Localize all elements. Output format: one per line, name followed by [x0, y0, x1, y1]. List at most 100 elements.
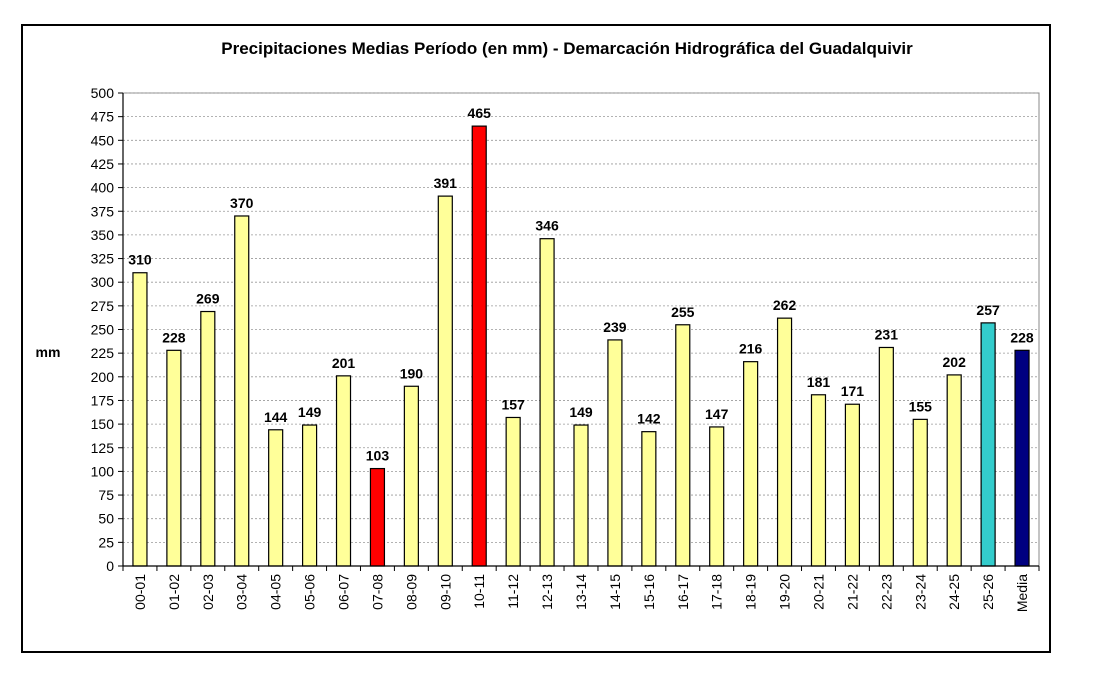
x-tick-label: 09-10	[437, 574, 453, 610]
bar-22-23	[878, 346, 894, 567]
bar-10-11	[471, 125, 487, 567]
bar-18-19	[743, 361, 759, 567]
x-tick-label: 21-22	[844, 574, 860, 610]
y-tick-label: 350	[91, 227, 115, 243]
bar-13-14	[573, 424, 589, 567]
data-label: 142	[637, 411, 661, 427]
y-tick-label: 275	[91, 298, 115, 314]
bar-21-22	[844, 403, 861, 567]
y-tick-label: 125	[91, 440, 115, 456]
bar-09-10	[437, 195, 453, 567]
bar-03-04	[234, 215, 250, 567]
y-tick-label: 25	[98, 534, 114, 550]
y-axis-label: mm	[36, 344, 61, 360]
data-label: 231	[875, 326, 899, 342]
x-tick-label: 08-09	[403, 574, 419, 610]
bar-25-26	[980, 322, 996, 567]
data-label: 228	[1010, 329, 1034, 345]
x-tick-label: 20-21	[810, 574, 826, 610]
x-tick-label: 02-03	[200, 574, 216, 610]
y-tick-label: 300	[91, 274, 115, 290]
x-tick-label: 22-23	[878, 574, 894, 610]
data-label: 181	[807, 374, 831, 390]
x-tick-label: 15-16	[641, 574, 657, 610]
data-label: 255	[671, 304, 695, 320]
x-tick-label: 01-02	[166, 574, 182, 610]
x-tick-label: 18-19	[743, 574, 759, 610]
y-tick-label: 450	[91, 132, 115, 148]
x-tick-label: 24-25	[946, 574, 962, 610]
y-tick-label: 0	[106, 558, 114, 574]
y-tick-label: 175	[91, 392, 115, 408]
y-tick-label: 100	[91, 463, 115, 479]
x-tick-label: 05-06	[302, 574, 318, 610]
data-label: 190	[400, 365, 424, 381]
data-label: 155	[909, 398, 933, 414]
bar-19-20	[776, 317, 793, 567]
y-tick-label: 200	[91, 369, 115, 385]
bar-11-12	[505, 416, 521, 567]
y-tick-label: 375	[91, 203, 115, 219]
chart-title: Precipitaciones Medias Período (en mm) -…	[221, 39, 913, 58]
x-tick-label: 00-01	[132, 574, 148, 610]
bar-07-08	[369, 467, 386, 567]
bar-24-25	[946, 374, 962, 567]
x-tick-label: 12-13	[539, 574, 555, 610]
data-label: 171	[841, 383, 865, 399]
y-tick-label: 250	[91, 322, 115, 338]
y-tick-label: 400	[91, 180, 115, 196]
x-tick-label: 06-07	[336, 574, 352, 610]
bar-02-03	[200, 310, 216, 567]
x-tick-label: 13-14	[573, 574, 589, 610]
y-tick-label: 75	[98, 487, 114, 503]
data-label: 216	[739, 341, 763, 357]
data-label: 346	[535, 218, 559, 234]
bar-17-18	[709, 426, 725, 567]
data-label: 269	[196, 291, 220, 307]
bar-20-21	[810, 394, 827, 567]
x-tick-label: 07-08	[369, 574, 385, 610]
data-label: 202	[943, 354, 967, 370]
data-label: 310	[128, 252, 152, 268]
data-label: 465	[468, 105, 492, 121]
y-tick-label: 475	[91, 109, 115, 125]
bar-14-15	[607, 339, 623, 567]
bar-Media	[1014, 349, 1030, 567]
bar-00-01	[132, 272, 148, 567]
x-tick-label: 19-20	[777, 574, 793, 610]
y-tick-label: 325	[91, 251, 115, 267]
y-tick-label: 225	[91, 345, 115, 361]
data-label: 262	[773, 297, 797, 313]
x-tick-label: 11-12	[505, 574, 521, 609]
x-tick-label: 16-17	[675, 574, 691, 610]
data-label: 149	[298, 404, 322, 420]
x-tick-label: 17-18	[709, 574, 725, 610]
bar-12-13	[539, 238, 555, 567]
data-label: 149	[569, 404, 593, 420]
bar-05-06	[301, 424, 318, 567]
x-tick-label: 03-04	[234, 574, 250, 610]
data-label: 228	[162, 329, 186, 345]
x-tick-label: 25-26	[980, 574, 996, 610]
x-tick-label: 10-11	[471, 574, 487, 609]
data-label: 201	[332, 355, 356, 371]
x-tick-label: 23-24	[912, 574, 928, 610]
bar-15-16	[641, 431, 657, 567]
data-label: 144	[264, 409, 288, 425]
y-tick-label: 500	[91, 85, 115, 101]
data-label: 147	[705, 406, 729, 422]
x-tick-label: Media	[1014, 574, 1030, 612]
bar-16-17	[675, 324, 691, 567]
data-label: 370	[230, 195, 254, 211]
bar-01-02	[166, 349, 182, 567]
data-label: 157	[501, 396, 525, 412]
x-tick-label: 04-05	[268, 574, 284, 610]
bar-04-05	[268, 429, 284, 567]
y-tick-label: 50	[98, 511, 114, 527]
y-tick-label: 150	[91, 416, 115, 432]
data-label: 391	[434, 175, 458, 191]
bar-23-24	[912, 418, 928, 567]
x-tick-label: 14-15	[607, 574, 623, 610]
data-label: 257	[976, 302, 1000, 318]
